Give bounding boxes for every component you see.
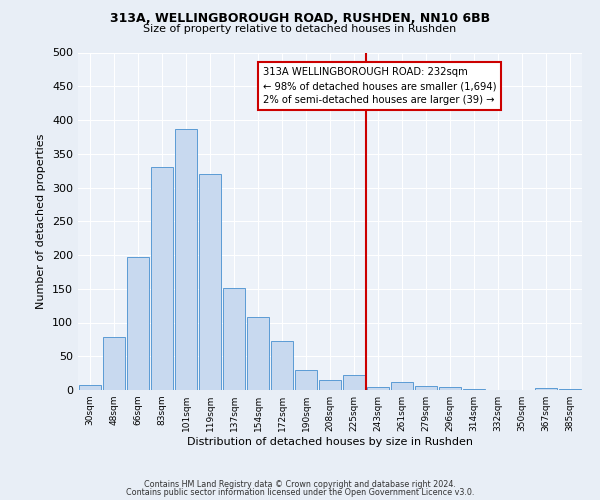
Bar (295, 370, 317, 390)
Text: 313A WELLINGBOROUGH ROAD: 232sqm
← 98% of detached houses are smaller (1,694)
2%: 313A WELLINGBOROUGH ROAD: 232sqm ← 98% o… (263, 68, 496, 106)
Bar (319, 380, 341, 390)
Text: Contains HM Land Registry data © Crown copyright and database right 2024.: Contains HM Land Registry data © Crown c… (144, 480, 456, 489)
Bar (223, 288, 245, 390)
Bar (271, 340, 293, 390)
Text: 313A, WELLINGBOROUGH ROAD, RUSHDEN, NN10 6BB: 313A, WELLINGBOROUGH ROAD, RUSHDEN, NN10… (110, 12, 490, 26)
Bar (175, 129, 197, 390)
Text: Size of property relative to detached houses in Rushden: Size of property relative to detached ho… (143, 24, 457, 34)
Text: Contains public sector information licensed under the Open Government Licence v3: Contains public sector information licen… (126, 488, 474, 497)
Bar (127, 257, 149, 390)
Bar (391, 382, 413, 390)
X-axis label: Distribution of detached houses by size in Rushden: Distribution of detached houses by size … (187, 437, 473, 447)
Bar (439, 388, 461, 390)
Bar (415, 386, 437, 390)
Y-axis label: Number of detached properties: Number of detached properties (37, 134, 46, 309)
Bar (535, 388, 557, 390)
Bar (247, 317, 269, 390)
Bar (343, 375, 365, 390)
Bar (367, 386, 389, 390)
Bar (79, 384, 101, 390)
Bar (199, 174, 221, 390)
Bar (151, 167, 173, 390)
Bar (103, 338, 125, 390)
